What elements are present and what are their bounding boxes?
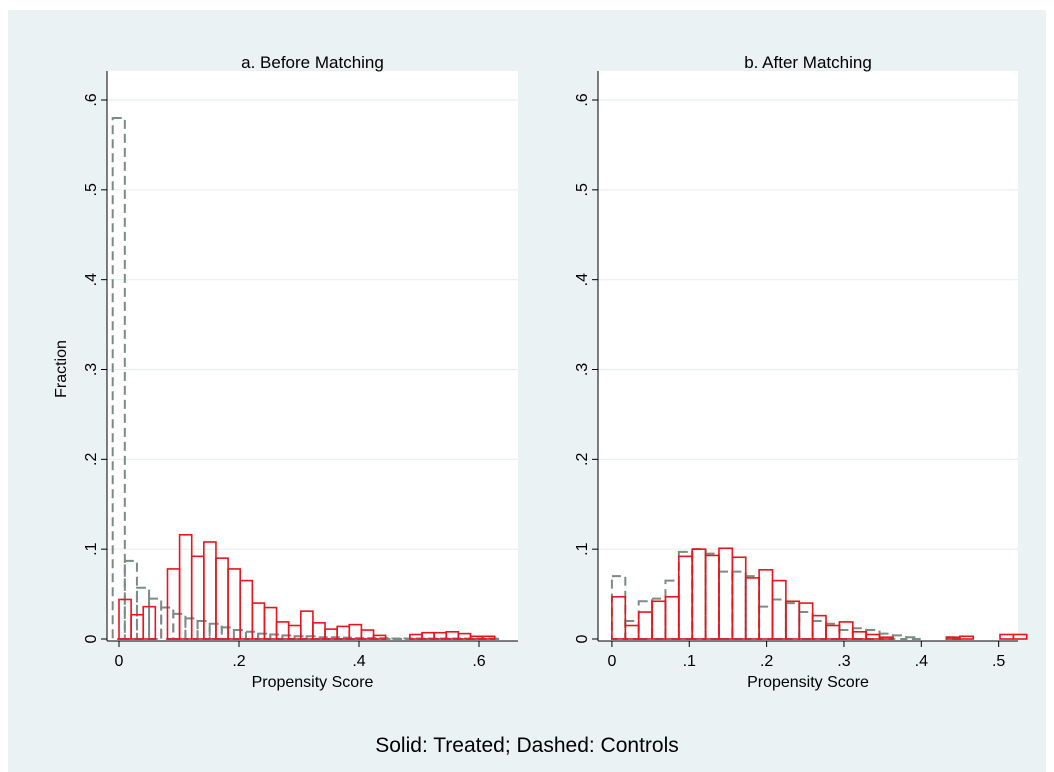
y-tick-label: .1: [83, 542, 100, 555]
y-axis-label: Fraction: [53, 340, 70, 398]
x-axis-label: Propensity Score: [252, 674, 374, 691]
x-tick-label: .3: [837, 653, 850, 670]
y-tick-label: .5: [83, 183, 100, 196]
panel-title: a. Before Matching: [241, 53, 384, 72]
y-tick-label: .3: [574, 363, 591, 376]
chart-canvas: 0 .1 .2 .3 .4 .5 .6 0 .2 .4 .6 a. Before Matching Pr…: [8, 10, 1046, 772]
x-tick-label: .1: [683, 653, 696, 670]
y-tick-label: 0: [574, 634, 591, 643]
y-tick-label: .6: [574, 93, 591, 106]
y-tick-label: .3: [83, 363, 100, 376]
plot-area: [598, 71, 1018, 641]
y-tick-label: .6: [83, 93, 100, 106]
x-tick-label: .2: [232, 653, 245, 670]
y-tick-label: .2: [574, 453, 591, 466]
y-tick-label: 0: [83, 634, 100, 643]
panel-title: b. After Matching: [744, 53, 872, 72]
x-tick-label: .6: [472, 653, 485, 670]
figure: 0 .1 .2 .3 .4 .5 .6 0 .2 .4 .6 a. Before Matching Pr…: [8, 10, 1046, 772]
y-tick-label: .4: [574, 273, 591, 286]
y-tick-label: .4: [83, 273, 100, 286]
y-tick-label: .2: [83, 453, 100, 466]
x-axis-label: Propensity Score: [747, 674, 869, 691]
y-tick-label: .5: [574, 183, 591, 196]
x-tick-label: 0: [115, 653, 124, 670]
plot-area: [107, 71, 518, 641]
x-tick-label: .5: [992, 653, 1005, 670]
x-tick-label: .2: [760, 653, 773, 670]
panel-before-matching: 0 .1 .2 .3 .4 .5 .6 0 .2 .4 .6 a. Before Matching Pr…: [83, 53, 518, 691]
legend-note: Solid: Treated; Dashed: Controls: [375, 734, 679, 757]
x-tick-label: 0: [607, 653, 616, 670]
x-tick-label: .4: [915, 653, 928, 670]
x-tick-label: .4: [352, 653, 365, 670]
y-tick-label: .1: [574, 542, 591, 555]
panel-after-matching: 0 .1 .2 .3 .4 .5 .6 0 .1 .2 .3 .4 .5 b. After Matchin…: [574, 53, 1027, 691]
